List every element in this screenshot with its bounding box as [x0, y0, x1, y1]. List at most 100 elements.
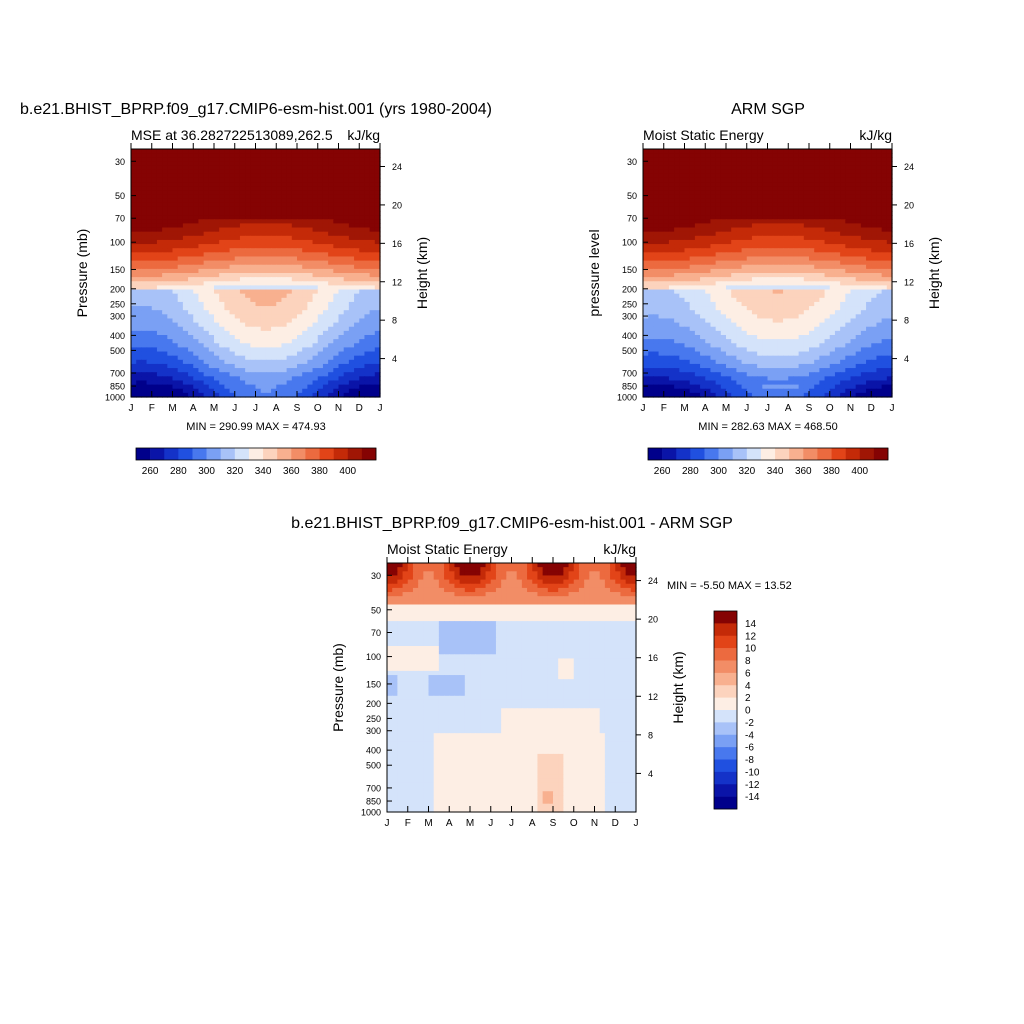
contour-cell [162, 310, 168, 315]
contour-cell [653, 285, 660, 291]
contour-cell [302, 293, 308, 299]
contour-cell [824, 223, 831, 229]
contour-cell [250, 161, 257, 167]
contour-cell [338, 368, 345, 373]
contour-cell [700, 231, 706, 237]
contour-cell [814, 244, 820, 249]
contour-cell [328, 248, 334, 253]
contour-cell [674, 153, 680, 158]
contour-cell [250, 231, 257, 237]
contour-cell [167, 293, 174, 299]
contour-cell [302, 306, 308, 311]
contour-cell [700, 244, 706, 249]
contour-cell [260, 318, 267, 324]
contour-cell [364, 326, 371, 332]
contour-cell [374, 244, 381, 249]
contour-cell [757, 297, 763, 303]
contour-cell [819, 182, 826, 187]
contour-cell [348, 198, 355, 204]
contour-cell [234, 169, 241, 175]
contour-cell [193, 223, 200, 229]
contour-cell [731, 157, 737, 162]
contour-cell [705, 310, 712, 315]
contour-cell [312, 310, 319, 315]
contour-cell [297, 343, 303, 348]
contour-cell [167, 281, 174, 286]
contour-cell [886, 301, 893, 307]
contour-cell [668, 318, 675, 324]
contour-cell [731, 244, 737, 249]
contour-cell [151, 293, 158, 299]
contour-cell [762, 223, 769, 229]
contour-cell [312, 173, 319, 179]
contour-cell [203, 177, 210, 183]
contour-cell [219, 235, 225, 241]
contour-cell [359, 376, 366, 382]
contour-cell [239, 231, 246, 237]
contour-cell [845, 149, 852, 154]
contour-cell [726, 227, 732, 233]
contour-cell [193, 239, 200, 245]
contour-cell [182, 388, 189, 394]
contour-cell [224, 215, 231, 220]
contour-cell [208, 301, 215, 307]
contour-cell [845, 256, 852, 262]
contour-cell [354, 165, 360, 171]
contour-cell [193, 198, 200, 204]
contour-cell [788, 256, 795, 262]
contour-cell [751, 231, 758, 237]
contour-cell [317, 256, 324, 262]
contour-cell [803, 215, 810, 220]
contour-cell [793, 244, 800, 249]
contour-cell [793, 314, 800, 320]
contour-cell [736, 301, 743, 307]
contour-cell [674, 256, 680, 262]
contour-cell [663, 215, 670, 220]
contour-cell [679, 173, 686, 179]
contour-cell [136, 384, 142, 390]
contour-cell [198, 359, 205, 365]
contour-cell [234, 190, 241, 196]
contour-cell [866, 273, 872, 278]
contour-cell [809, 293, 815, 299]
contour-cell [705, 194, 712, 200]
contour-cell [700, 206, 706, 212]
contour-cell [700, 173, 706, 179]
contour-cell [814, 215, 820, 220]
contour-cell [809, 165, 815, 171]
contour-cell [736, 264, 743, 270]
contour-cell [302, 310, 308, 315]
contour-cell [291, 388, 298, 394]
contour-cell [317, 372, 324, 377]
contour-cell [871, 239, 878, 245]
contour-cell [312, 215, 319, 220]
contour-cell [374, 211, 381, 216]
contour-cell [777, 248, 784, 253]
contour-cell [338, 161, 345, 167]
contour-cell [333, 368, 340, 373]
contour-cell [746, 235, 753, 241]
contour-cell [208, 215, 215, 220]
contour-cell [172, 182, 179, 187]
contour-cell [193, 314, 200, 320]
contour-cell [643, 206, 649, 212]
contour-cell [809, 248, 815, 253]
contour-cell [177, 293, 184, 299]
contour-cell [297, 301, 303, 307]
contour-cell [245, 149, 251, 154]
contour-cell [229, 260, 236, 266]
contour-cell [348, 182, 355, 187]
contour-cell [312, 248, 319, 253]
contour-cell [151, 173, 158, 179]
contour-cell [886, 153, 893, 158]
contour-cell [653, 248, 660, 253]
contour-cell [219, 388, 225, 394]
contour-cell [751, 169, 758, 175]
contour-cell [710, 169, 717, 175]
contour-cell [876, 223, 883, 229]
contour-cell [260, 376, 267, 382]
contour-cell [668, 297, 675, 303]
contour-cell [359, 339, 366, 344]
contour-cell [369, 215, 376, 220]
contour-cell [255, 202, 262, 208]
